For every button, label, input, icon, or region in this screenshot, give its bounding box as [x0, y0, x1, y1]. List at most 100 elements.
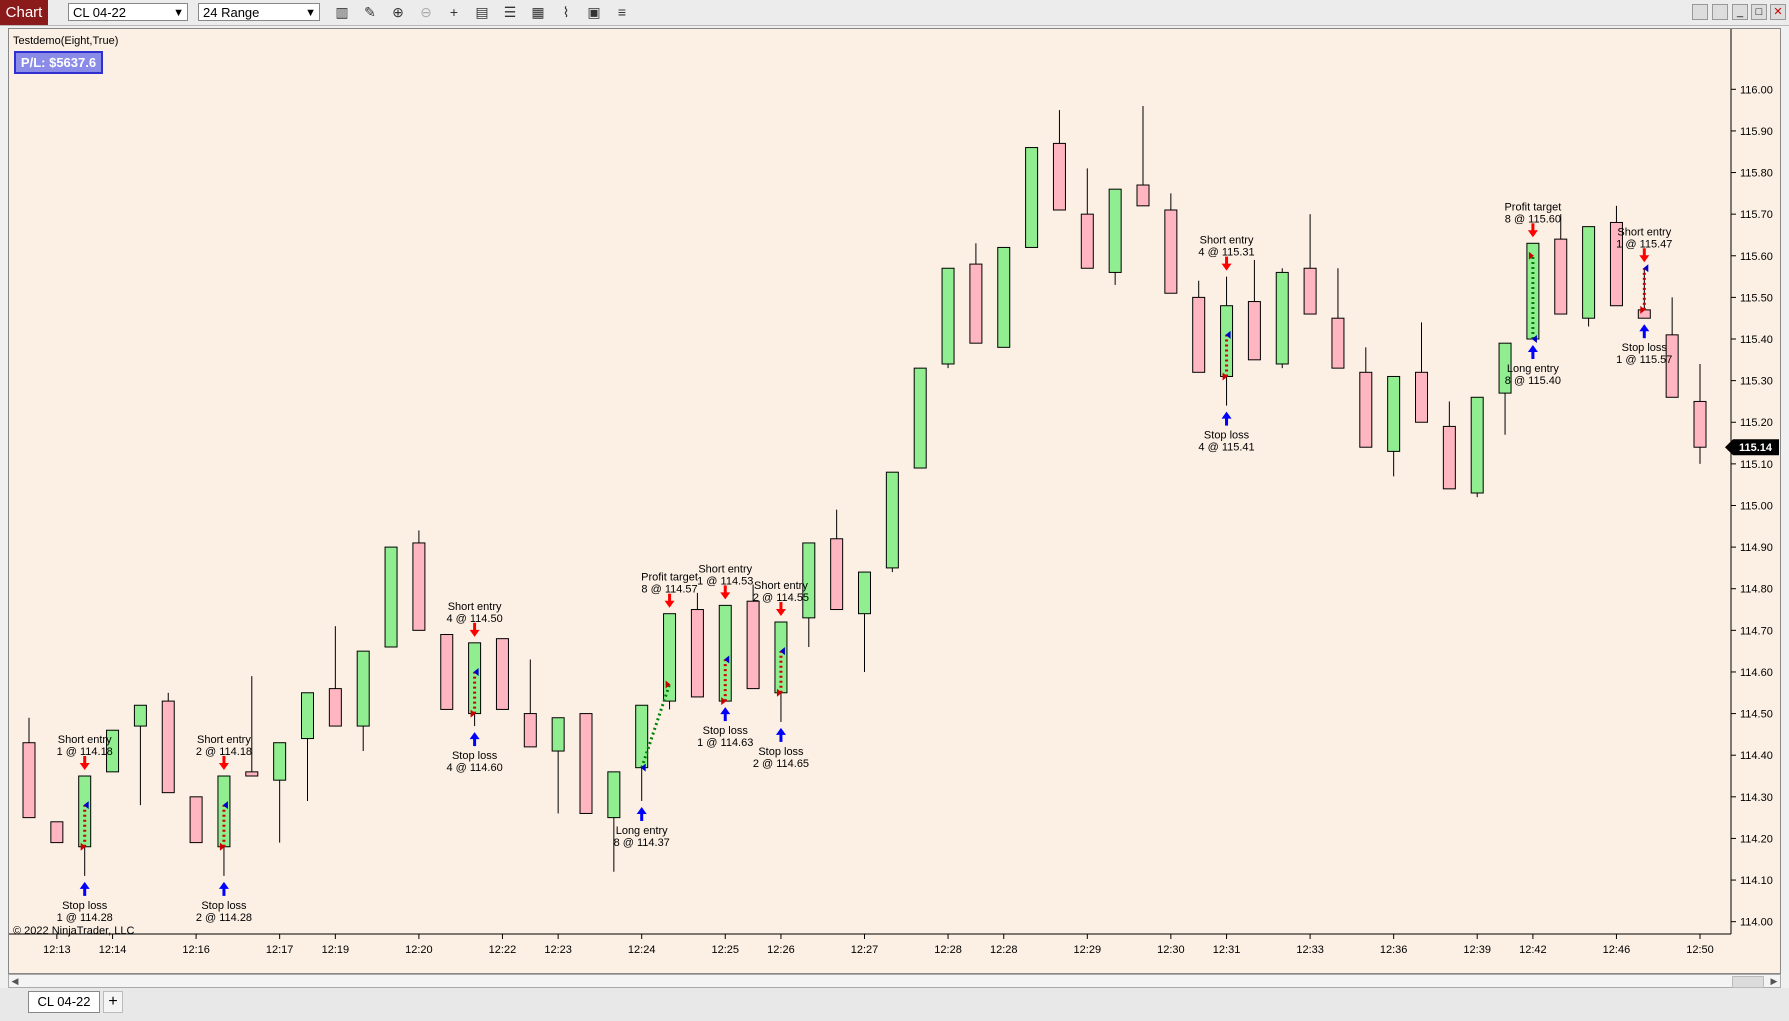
- candle-down: [1609, 221, 1623, 307]
- scroll-left-icon[interactable]: ◀: [11, 976, 19, 986]
- candle-down: [1303, 267, 1317, 315]
- close-icon[interactable]: ✕: [1770, 4, 1786, 20]
- execution-marker-icon: [1643, 264, 1649, 273]
- zoom-in-icon[interactable]: ⊕: [392, 4, 404, 20]
- bar-type-selector[interactable]: 24 Range ▼: [198, 3, 320, 21]
- chart-toolbar: Chart CL 04-22 ▼ 24 Range ▼ ▥ ✎ ⊕ ⊖ + ▤ …: [0, 0, 1789, 26]
- candle-up: [1582, 226, 1596, 319]
- profit-target-arrow-icon: [1527, 223, 1538, 238]
- chart-panel[interactable]: 114.00 114.10 114.20 114.30 114.40 114.50 114.…: [8, 28, 1781, 974]
- candle-up: [273, 742, 287, 781]
- instrument-value: CL 04-22: [73, 5, 126, 20]
- candle-up: [133, 704, 147, 727]
- scroll-thumb[interactable]: [1732, 976, 1764, 988]
- stop-loss-label: Stop loss: [758, 746, 804, 758]
- tile-icon[interactable]: [1712, 4, 1728, 20]
- execution-marker-icon: [1225, 330, 1231, 339]
- bars-icon[interactable]: ▥: [335, 4, 349, 20]
- candle-down: [969, 263, 983, 344]
- add-tab-button[interactable]: +: [103, 991, 123, 1013]
- profit-target-label: 8 @ 115.60: [1505, 213, 1561, 225]
- y-tick-label: 114.10: [1740, 875, 1773, 887]
- candle-up: [663, 613, 677, 702]
- maximize-icon[interactable]: □: [1751, 4, 1767, 20]
- candle-down: [495, 638, 509, 710]
- candle-up: [1387, 375, 1401, 452]
- templates-icon[interactable]: ▣: [587, 4, 601, 20]
- candle-down: [189, 796, 203, 844]
- long-entry-label: 8 @ 114.37: [614, 837, 670, 849]
- short-entry-label: Short entry: [1617, 226, 1671, 238]
- properties-icon[interactable]: ☰: [503, 4, 517, 20]
- candle-down: [161, 700, 175, 794]
- arrow-head: [1221, 263, 1232, 271]
- candle-down: [1080, 213, 1094, 269]
- arrow-head: [469, 629, 480, 637]
- execution-marker-icon: [1640, 305, 1646, 314]
- x-tick-label: 12:36: [1380, 944, 1408, 956]
- arrow-head: [1527, 230, 1538, 238]
- short-entry-label: 1 @ 115.47: [1616, 238, 1672, 250]
- copyright-text: © 2022 NinjaTrader, LLC: [13, 925, 135, 937]
- instrument-selector[interactable]: CL 04-22 ▼: [68, 3, 188, 21]
- execution-marker-icon: [473, 667, 479, 676]
- stop-loss-label: 2 @ 114.28: [196, 912, 252, 924]
- pencil-icon[interactable]: ✎: [364, 4, 376, 20]
- x-tick-label: 12:33: [1296, 944, 1324, 956]
- candle-down: [1052, 142, 1066, 211]
- chart-window-tab[interactable]: Chart: [0, 0, 48, 25]
- y-tick-label: 116.00: [1740, 84, 1773, 96]
- strategy-icon[interactable]: ⌇: [562, 4, 570, 20]
- execution-marker-icon: [80, 842, 86, 851]
- candle-down: [1415, 371, 1428, 423]
- instrument-tab[interactable]: CL 04-22: [28, 991, 100, 1013]
- profit-target-label: 8 @ 114.57: [641, 584, 697, 596]
- crosshair-icon[interactable]: +: [449, 4, 459, 20]
- tile-icon[interactable]: [1692, 4, 1708, 20]
- candle-down: [245, 771, 259, 777]
- data-box-icon[interactable]: ▤: [475, 4, 489, 20]
- short-entry-label: Short entry: [1200, 235, 1254, 247]
- stop-loss-label: Stop loss: [62, 900, 108, 912]
- y-tick-label: 114.90: [1740, 542, 1773, 554]
- long-entry-arrow-icon: [636, 806, 647, 821]
- candle-up: [1025, 147, 1039, 248]
- arrow-head: [664, 600, 675, 608]
- candle-down: [22, 742, 36, 819]
- execution-marker-icon: [776, 688, 782, 697]
- y-tick-label: 115.90: [1740, 126, 1773, 138]
- profit-target-arrow-icon: [664, 593, 675, 608]
- scroll-right-icon[interactable]: ▶: [1770, 976, 1778, 986]
- x-tick-label: 12:27: [851, 944, 879, 956]
- stop-loss-arrow-icon: [775, 727, 786, 742]
- short-entry-label: 1 @ 114.53: [697, 575, 753, 587]
- profit-target-label: Profit target: [641, 572, 698, 584]
- arrow-head: [79, 763, 90, 771]
- y-tick-label: 115.00: [1740, 500, 1773, 512]
- candle-down: [1136, 184, 1150, 207]
- candle-down: [1693, 400, 1707, 448]
- candle-down: [412, 542, 426, 631]
- execution-marker-icon: [1222, 372, 1228, 381]
- y-tick-label: 115.60: [1740, 251, 1773, 263]
- minimize-icon[interactable]: _: [1732, 4, 1748, 20]
- x-tick-label: 12:29: [1074, 944, 1102, 956]
- stop-loss-label: 1 @ 114.63: [697, 737, 753, 749]
- price-chart[interactable]: 114.00 114.10 114.20 114.30 114.40 114.50 114.…: [9, 29, 1780, 973]
- x-tick-label: 12:26: [767, 944, 795, 956]
- horizontal-scrollbar[interactable]: ◀ ▶: [8, 974, 1781, 988]
- stop-loss-label: 1 @ 114.28: [57, 912, 113, 924]
- y-tick-label: 114.40: [1740, 750, 1773, 762]
- y-tick-label: 114.00: [1740, 917, 1773, 929]
- execution-marker-icon: [1531, 335, 1537, 344]
- execution-marker-icon: [222, 801, 228, 810]
- indicators-icon[interactable]: ▦: [531, 4, 545, 20]
- y-tick-label: 115.70: [1740, 209, 1773, 221]
- x-tick-label: 12:31: [1213, 944, 1241, 956]
- y-tick-label: 114.50: [1740, 709, 1773, 721]
- zoom-out-icon[interactable]: ⊖: [420, 4, 432, 20]
- candle-up: [551, 717, 565, 752]
- list-icon[interactable]: ≡: [617, 4, 627, 20]
- y-tick-label: 114.20: [1740, 833, 1773, 845]
- arrow-head: [720, 592, 731, 600]
